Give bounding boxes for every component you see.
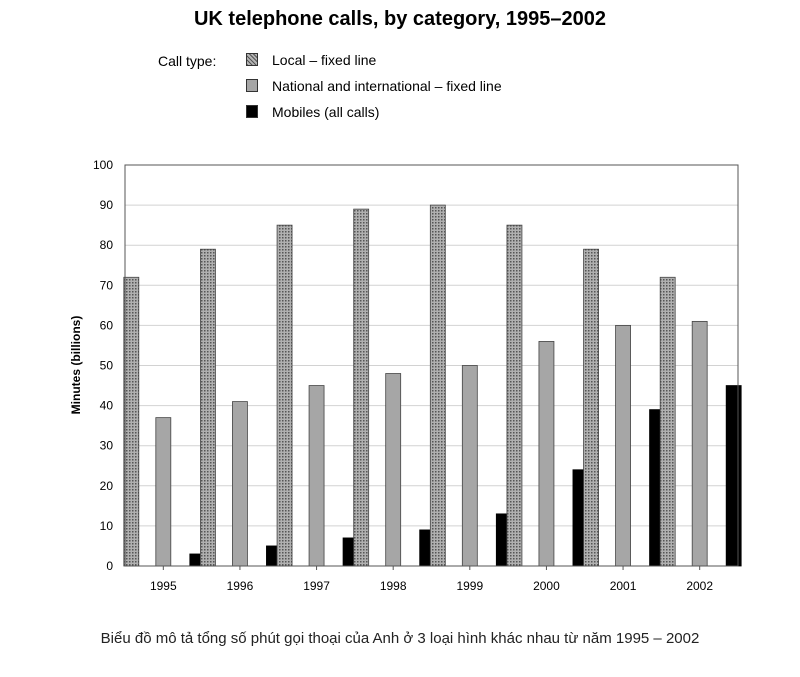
x-tick-label: 1997 (303, 579, 330, 593)
y-tick-label: 70 (100, 278, 114, 292)
bar-0-1999 (429, 204, 446, 567)
bar-1-1995 (155, 417, 172, 567)
y-tick-label: 50 (100, 359, 114, 373)
legend-swatch-local (246, 53, 258, 66)
plot-frame (124, 164, 739, 567)
bar-2-2002 (725, 385, 742, 567)
y-tick-label: 80 (100, 238, 114, 252)
x-tick-label: 2000 (533, 579, 560, 593)
x-tick-label: 2002 (686, 579, 713, 593)
bar-1-2001 (615, 324, 631, 567)
legend-swatch-national (246, 79, 258, 92)
bar-0-1995 (123, 276, 140, 567)
legend-label-mobiles: Mobiles (all calls) (272, 104, 380, 120)
y-tick-label: 90 (100, 198, 114, 212)
bar-0-1996 (200, 248, 216, 567)
bar-0-2002 (659, 276, 676, 567)
bar-0-1998 (353, 208, 370, 567)
y-tick-label: 0 (106, 559, 113, 573)
bar-chart: 0 10 20 30 40 50 60 70 80 90 100 1995 1996 1997 1998 19… (69, 158, 742, 593)
bar-0-1997 (276, 224, 293, 567)
legend-swatch-mobiles (246, 105, 258, 118)
bars (123, 204, 742, 567)
bar-1-1996 (232, 401, 248, 567)
y-tick-label: 10 (100, 519, 114, 533)
y-tick-label: 40 (100, 399, 114, 413)
x-tick-label: 1996 (227, 579, 254, 593)
chart-title: UK telephone calls, by category, 1995–20… (193, 8, 607, 30)
legend-label-local: Local – fixed line (272, 52, 377, 68)
x-tick-label: 1999 (456, 579, 483, 593)
y-tick-label: 100 (93, 158, 113, 172)
image-caption: Biểu đồ mô tả tổng số phút gọi thoại của… (100, 630, 700, 647)
bar-0-2000 (506, 224, 523, 567)
y-tick-label: 20 (100, 479, 114, 493)
bar-1-1999 (461, 365, 478, 567)
x-tick-label: 1995 (150, 579, 177, 593)
y-axis-label: Minutes (billions) (69, 316, 83, 415)
legend-title: Call type: (158, 53, 217, 69)
bar-1-1998 (385, 373, 402, 567)
bar-1-2000 (538, 341, 555, 567)
bar-1-1997 (308, 385, 325, 567)
legend-label-national: National and international – fixed line (272, 78, 502, 94)
x-tick-label: 1998 (380, 579, 407, 593)
axes: 0 10 20 30 40 50 60 70 80 90 100 1995 1996 1997 1998 19… (93, 158, 739, 593)
x-tick-label: 2001 (610, 579, 637, 593)
y-tick-label: 30 (100, 439, 114, 453)
y-tick-label: 60 (100, 318, 114, 332)
bar-1-2002 (691, 320, 708, 567)
bar-0-2001 (583, 248, 599, 567)
